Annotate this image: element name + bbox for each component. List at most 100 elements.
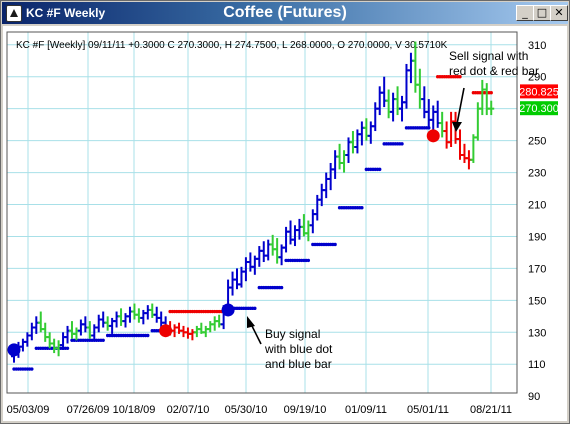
price-marker-label: 270.300: [519, 103, 559, 115]
ohlc-bar: [470, 134, 477, 163]
buy-arrow-head: [247, 316, 255, 328]
stop-dot: [458, 75, 462, 79]
sell-annotation-text: red dot & red bar: [449, 64, 539, 78]
stop-dot: [333, 242, 337, 247]
x-tick-label: 09/19/10: [284, 404, 327, 416]
sell-signal-dot: [426, 129, 440, 143]
ohlc-bar: [193, 325, 200, 338]
stop-dot: [489, 90, 493, 95]
ohlc-bar: [171, 324, 178, 338]
ohlc-bar: [153, 306, 160, 323]
price-marker-box: [520, 101, 558, 116]
y-tick-label: 110: [528, 359, 546, 371]
ohlc-bar: [390, 92, 397, 122]
ohlc-bar: [19, 338, 26, 352]
buy-annotation-text: with blue dot: [264, 342, 333, 356]
sell-arrow-line: [456, 87, 465, 125]
ohlc-bar: [131, 303, 138, 320]
ohlc-bar: [46, 332, 53, 349]
y-tick-label: 150: [528, 295, 546, 307]
app-icon: [6, 5, 22, 22]
y-tick-label: 310: [528, 40, 546, 52]
y-tick-label: 210: [528, 200, 546, 212]
ohlc-bar: [234, 268, 240, 290]
chart-header: KC #F [Weekly] 09/11/11 +0.3000 C 270.30…: [16, 40, 448, 51]
ohlc-bar: [113, 311, 120, 328]
ohlc-bar: [265, 239, 272, 261]
ohlc-bar: [189, 329, 196, 341]
ohlc-bar: [24, 332, 31, 347]
buy-annotation-text: Buy signal: [265, 327, 320, 341]
ohlc-bar: [51, 338, 58, 354]
ohlc-bar: [82, 316, 89, 333]
ohlc-bar: [385, 89, 392, 119]
ohlc-bar: [126, 306, 133, 323]
x-tick-label: 05/30/10: [225, 404, 268, 416]
ohlc-bar: [323, 172, 330, 199]
stop-dot: [30, 367, 34, 371]
stop-dot: [279, 285, 284, 290]
ohlc-bar: [207, 321, 214, 333]
ohlc-bar: [122, 313, 129, 328]
price-chart: KC #F [Weekly] 09/11/11 +0.3000 C 270.30…: [6, 31, 559, 416]
ohlc-bar: [336, 143, 343, 170]
ohlc-bar: [358, 121, 365, 146]
ohlc-bar: [28, 322, 35, 341]
x-tick-label: 01/09/11: [345, 404, 387, 416]
ohlc-bar: [149, 303, 156, 318]
ohlc-bar: [309, 209, 316, 234]
ohlc-bar: [135, 308, 142, 323]
y-tick-label: 130: [528, 327, 546, 339]
ohlc-bar: [238, 266, 245, 288]
ohlc-bar: [443, 121, 450, 149]
ohlc-bar: [140, 309, 147, 325]
y-tick-label: 290: [528, 72, 546, 84]
sell-arrow-head: [452, 122, 462, 132]
plot-area: KC #F [Weekly] 09/11/11 +0.3000 C 270.30…: [3, 26, 567, 421]
price-bars: [11, 41, 495, 363]
ohlc-bar: [242, 257, 249, 282]
ohlc-bar: [287, 220, 294, 245]
ohlc-bar: [256, 246, 263, 267]
stop-dot: [306, 258, 311, 263]
ohlc-bar: [394, 86, 401, 116]
ohlc-bar: [448, 111, 455, 148]
price-marker-label: 280.825: [519, 86, 559, 98]
sell-annotation-text: Sell signal with: [449, 49, 528, 63]
title-bar[interactable]: KC #F Weekly Coffee (Futures) _ □ ✕: [2, 2, 568, 24]
ohlc-bar: [144, 305, 151, 320]
price-markers: 280.825 270.300: [519, 84, 559, 116]
ohlc-bar: [305, 220, 312, 242]
ohlc-bar: [327, 162, 334, 191]
ohlc-bar: [73, 327, 80, 341]
ohlc-bar: [341, 150, 348, 173]
ohlc-bar: [363, 118, 370, 141]
buy-signal-dot: [7, 343, 21, 357]
ohlc-bar: [77, 319, 84, 336]
y-tick-label: 190: [528, 231, 546, 243]
stop-dot: [400, 142, 404, 146]
ohlc-bar: [274, 238, 281, 264]
x-tick-label: 07/26/09: [67, 404, 110, 416]
ohlc-bar: [349, 131, 356, 154]
price-marker-box: [520, 84, 558, 99]
ohlc-bar: [216, 314, 223, 328]
ohlc-bar: [376, 86, 383, 116]
ohlc-bar: [332, 150, 339, 179]
stop-dot: [101, 338, 105, 342]
y-tick-label: 90: [528, 391, 540, 403]
stop-dot: [253, 306, 257, 311]
maximize-button[interactable]: □: [533, 5, 551, 21]
stop-dot: [378, 167, 382, 172]
ohlc-bar: [407, 52, 414, 84]
ohlc-bar: [33, 316, 40, 334]
close-button[interactable]: ✕: [550, 5, 568, 21]
y-tick-label: 250: [528, 136, 546, 148]
ohlc-bar: [461, 143, 468, 163]
x-tick-label: 02/07/10: [167, 404, 210, 416]
x-tick-label: 08/21/11: [470, 404, 512, 416]
ohlc-bar: [211, 316, 218, 331]
minimize-button[interactable]: _: [516, 5, 534, 21]
